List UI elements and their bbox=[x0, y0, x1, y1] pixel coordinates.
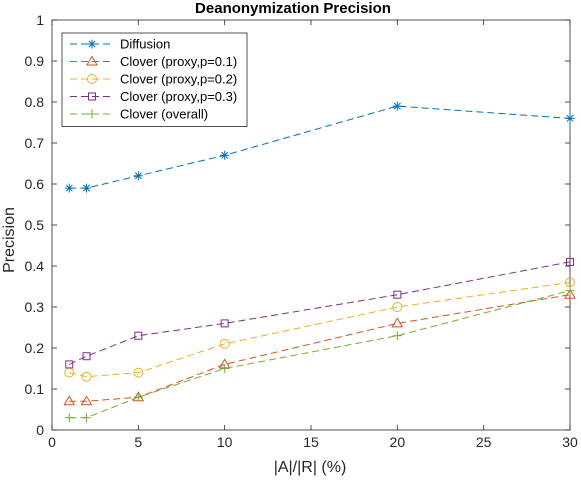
marker-shape bbox=[219, 338, 230, 349]
y-axis-label: Precision bbox=[1, 207, 18, 273]
marker-stroke bbox=[65, 184, 73, 192]
marker-shape bbox=[86, 55, 98, 66]
series-line bbox=[69, 281, 571, 378]
legend-marker bbox=[87, 74, 97, 84]
legend-item: Clover (proxy,p=0.2) bbox=[70, 72, 237, 87]
legend-label: Diffusion bbox=[120, 37, 170, 52]
data-point bbox=[63, 395, 76, 406]
legend-marker bbox=[87, 109, 97, 119]
y-tick-label: 0.5 bbox=[25, 217, 45, 233]
marker-shape bbox=[82, 352, 91, 361]
legend-label: Clover (proxy,p=0.3) bbox=[120, 89, 237, 104]
data-point bbox=[565, 286, 575, 296]
marker-shape bbox=[133, 367, 144, 378]
marker-shape bbox=[220, 319, 229, 328]
data-point bbox=[82, 352, 91, 361]
data-point bbox=[564, 288, 576, 299]
x-tick-label: 0 bbox=[48, 434, 56, 450]
series-line bbox=[69, 261, 571, 365]
data-point bbox=[64, 183, 74, 193]
legend-label: Clover (proxy,p=0.1) bbox=[120, 54, 237, 69]
marker-stroke bbox=[221, 151, 229, 159]
data-point bbox=[133, 171, 143, 181]
marker-shape bbox=[81, 371, 92, 382]
marker-shape bbox=[393, 290, 402, 299]
marker-shape bbox=[88, 92, 96, 101]
marker-shape bbox=[566, 257, 574, 266]
data-point bbox=[392, 302, 403, 312]
marker-shape bbox=[65, 360, 74, 369]
data-point bbox=[219, 338, 230, 349]
series-2 bbox=[63, 288, 576, 406]
data-point bbox=[81, 371, 92, 382]
marker-shape bbox=[391, 317, 404, 328]
y-tick-label: 1 bbox=[36, 12, 44, 28]
marker-stroke bbox=[134, 172, 142, 180]
legend-item: Clover (proxy,p=0.3) bbox=[70, 89, 237, 104]
y-tick-label: 0.1 bbox=[25, 381, 45, 397]
series-3 bbox=[64, 277, 575, 382]
data-point bbox=[82, 413, 92, 423]
legend-label: Clover (overall) bbox=[120, 107, 208, 122]
x-tick-label: 5 bbox=[134, 434, 142, 450]
series-5 bbox=[64, 286, 575, 423]
data-point bbox=[133, 367, 144, 378]
y-tick-label: 0.7 bbox=[25, 135, 45, 151]
plot-area: 0 5 10 15 20 25 30 0 0.1 0.2 0.3 0.4 0.5 0.6 0.7 0.8 0.9… bbox=[25, 12, 578, 450]
x-tick-label: 10 bbox=[217, 434, 233, 450]
marker-shape bbox=[80, 395, 93, 406]
x-tick-label: 25 bbox=[476, 434, 492, 450]
data-point bbox=[64, 413, 74, 423]
legend-item: Diffusion bbox=[70, 37, 170, 52]
data-point bbox=[220, 364, 230, 373]
x-tick-label: 20 bbox=[390, 434, 406, 450]
y-tick-label: 0.6 bbox=[25, 176, 45, 192]
x-tick-label: 30 bbox=[562, 434, 578, 450]
y-tick-label: 0.4 bbox=[25, 258, 45, 274]
marker-stroke bbox=[393, 102, 401, 110]
marker-shape bbox=[134, 331, 143, 340]
x-tick-label: 15 bbox=[303, 434, 319, 450]
y-tick-label: 0.3 bbox=[25, 299, 45, 315]
legend-label: Clover (proxy,p=0.2) bbox=[120, 72, 237, 87]
legend-item: Clover (proxy,p=0.1) bbox=[70, 54, 237, 69]
marker-shape bbox=[63, 395, 76, 406]
data-point bbox=[392, 331, 402, 341]
data-point bbox=[82, 183, 92, 193]
y-tick-label: 0.9 bbox=[25, 53, 45, 69]
data-point bbox=[392, 101, 402, 111]
chart-title: Deanonymization Precision bbox=[195, 0, 391, 17]
marker-shape bbox=[392, 302, 403, 312]
legend-marker bbox=[87, 39, 97, 49]
legend-marker bbox=[86, 55, 98, 66]
data-point bbox=[220, 150, 230, 160]
marker-stroke bbox=[566, 114, 574, 122]
marker-shape bbox=[87, 74, 97, 84]
y-tick-label: 0 bbox=[36, 422, 44, 438]
data-point bbox=[393, 290, 402, 299]
data-point bbox=[134, 331, 143, 340]
marker-shape bbox=[564, 288, 576, 299]
legend-box bbox=[61, 32, 248, 127]
y-tick-label: 0.2 bbox=[25, 340, 45, 356]
data-point bbox=[391, 317, 404, 328]
series-line bbox=[69, 290, 571, 419]
data-point bbox=[565, 113, 575, 123]
legend-marker bbox=[88, 92, 96, 101]
marker-stroke bbox=[83, 184, 91, 192]
data-point bbox=[65, 360, 74, 369]
marker-stroke bbox=[88, 40, 96, 48]
legend-item: Clover (overall) bbox=[70, 107, 208, 122]
y-tick-label: 0.8 bbox=[25, 94, 45, 110]
data-point bbox=[80, 395, 93, 406]
x-axis-label: |A|/|R| (%) bbox=[274, 459, 347, 476]
series-4 bbox=[65, 257, 574, 369]
legend: Diffusion Clover (proxy,p=0.1) Clover (pro… bbox=[61, 32, 248, 127]
data-point bbox=[133, 392, 143, 402]
series-1 bbox=[64, 101, 575, 193]
data-point bbox=[566, 257, 574, 266]
data-point bbox=[220, 319, 229, 328]
